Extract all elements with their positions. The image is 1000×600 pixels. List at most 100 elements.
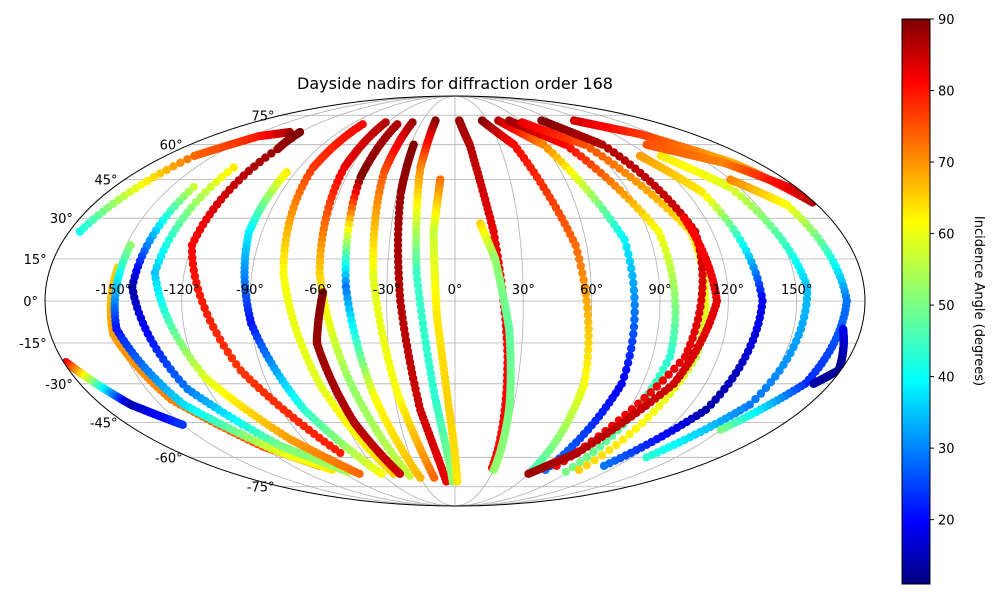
data-point (698, 264, 707, 273)
data-point (211, 177, 221, 187)
data-point (490, 233, 499, 242)
data-point (671, 308, 680, 318)
data-point (661, 245, 670, 255)
longitude-tick-label: -150° (95, 283, 131, 298)
data-point (642, 453, 651, 462)
data-point (693, 315, 703, 324)
data-point (183, 155, 192, 164)
data-point (652, 382, 662, 391)
latitude-tick-label: -75° (247, 481, 275, 496)
data-point (659, 365, 668, 374)
colorbar-tick-label: 40 (938, 371, 955, 386)
data-point (761, 383, 771, 393)
data-point (176, 158, 185, 167)
data-point (623, 358, 633, 367)
data-point (599, 461, 609, 470)
data-point (618, 435, 628, 444)
data-point (584, 324, 593, 334)
latitude-tick-label: -60° (155, 451, 183, 466)
data-point (187, 241, 197, 250)
data-point (716, 425, 726, 434)
data-point (419, 325, 428, 334)
data-point (582, 461, 592, 470)
chart-title: Dayside nadirs for diffraction order 168 (297, 74, 613, 93)
latitude-tick-label: -15° (19, 337, 47, 352)
data-point (573, 247, 582, 257)
data-point (261, 153, 270, 162)
data-point (586, 144, 595, 153)
data-point (416, 306, 426, 315)
data-point (203, 310, 212, 319)
data-point (796, 188, 805, 197)
data-point (583, 310, 593, 320)
data-point (630, 315, 639, 324)
data-point (420, 331, 429, 341)
data-point (589, 447, 598, 457)
data-point (803, 288, 812, 298)
data-point (698, 277, 707, 286)
data-point (395, 469, 405, 478)
data-point (205, 316, 215, 325)
data-point (698, 283, 707, 292)
data-point (416, 473, 425, 482)
data-point (697, 296, 706, 305)
colorbar-tick-label: 60 (938, 228, 955, 243)
longitude-tick-label: 60° (580, 283, 603, 298)
data-point (670, 289, 679, 299)
data-point (640, 393, 649, 403)
data-point (227, 353, 237, 363)
data-point (578, 268, 587, 278)
data-point (217, 173, 226, 182)
data-point (423, 350, 432, 359)
data-point (583, 352, 592, 361)
data-point (583, 359, 592, 368)
data-point (273, 144, 282, 154)
data-point (187, 247, 197, 256)
data-point (584, 338, 593, 348)
data-point (665, 258, 674, 267)
data-point (680, 214, 689, 223)
colorbar-ticks: 20 30 40 50 60 70 80 90 (930, 13, 955, 529)
longitude-tick-label: 120° (713, 283, 744, 298)
longitude-tick-label: -30° (373, 283, 401, 298)
longitude-tick-label: -60° (304, 283, 332, 298)
latitude-tick-label: 60° (160, 139, 183, 154)
data-point (627, 344, 636, 353)
data-point (670, 327, 679, 336)
data-point (561, 467, 570, 477)
data-point (413, 281, 423, 290)
data-point (223, 168, 232, 177)
data-point (453, 477, 462, 486)
data-point (584, 317, 593, 327)
colorbar-tick-label: 80 (938, 85, 955, 100)
data-point (629, 329, 638, 339)
data-point (582, 366, 591, 375)
data-point (803, 282, 812, 292)
data-point (698, 270, 707, 280)
latitude-tick-label: -45° (90, 416, 118, 431)
data-point (369, 274, 378, 283)
colorbar-tick-label: 30 (938, 442, 955, 457)
data-point (377, 469, 386, 478)
longitude-tick-label: -120° (164, 283, 200, 298)
data-point (655, 401, 664, 410)
data-point (671, 302, 680, 311)
latitude-tick-label: 15° (24, 253, 47, 268)
data-point (413, 275, 422, 284)
data-point (206, 182, 215, 192)
data-point (489, 465, 498, 475)
data-point (190, 272, 200, 281)
data-point (341, 265, 350, 274)
data-point (580, 282, 589, 292)
colorbar-tick-label: 90 (938, 13, 955, 28)
data-point (622, 242, 631, 252)
data-point (193, 284, 203, 294)
data-point (697, 289, 707, 299)
data-point (662, 359, 671, 368)
data-point (583, 303, 592, 313)
data-point (418, 319, 428, 328)
data-point (582, 296, 591, 306)
data-point (229, 163, 238, 172)
data-point (622, 365, 631, 375)
data-point (584, 345, 593, 355)
